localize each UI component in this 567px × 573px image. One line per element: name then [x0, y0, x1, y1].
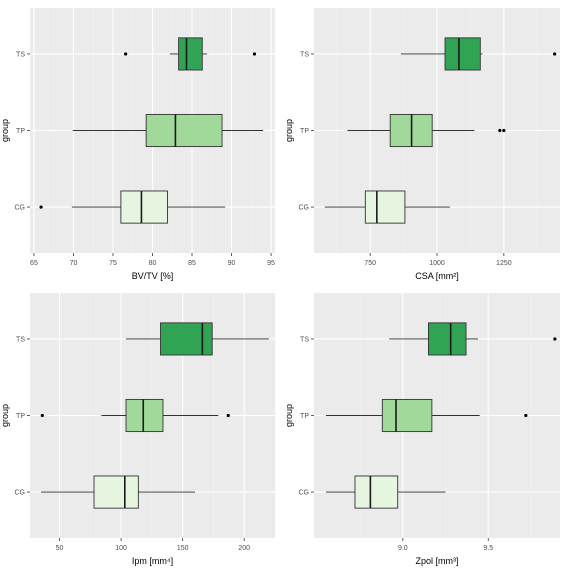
box-tp [72, 113, 264, 148]
box-iqr [120, 190, 168, 224]
x-tick-label: 9.5 [483, 545, 493, 552]
y-tick-label: CG [299, 205, 310, 212]
chart-panel-1: CG TP TS 65 70 75 80 85 90 95 BV/TV [%] group [0, 8, 275, 281]
outlier-point [39, 205, 43, 209]
box-iqr [428, 322, 467, 356]
box-cg [325, 475, 446, 509]
y-tick-label: CG [15, 490, 26, 497]
x-tick-label: 1000 [429, 260, 445, 267]
box-tp [347, 113, 506, 148]
y-tick-label: TS [300, 51, 309, 58]
box-iqr [178, 37, 203, 71]
x-tick-label: 100 [115, 545, 127, 552]
outlier-point [553, 337, 557, 341]
box-iqr [364, 190, 406, 224]
y-tick-label: TP [300, 128, 309, 135]
y-axis-title: group [284, 119, 294, 142]
box-iqr [145, 113, 223, 148]
y-axis-title: group [0, 119, 10, 142]
x-tick-label: 9.0 [398, 545, 408, 552]
y-tick-label: TP [16, 128, 25, 135]
box-iqr [125, 398, 164, 433]
box-iqr [160, 322, 213, 356]
box-iqr [354, 475, 399, 509]
x-tick-label: 150 [177, 545, 189, 552]
outlier-point [553, 52, 557, 56]
box-ts [400, 37, 557, 71]
chart-panel-3: CG TP TS 50 100 150 200 Ipm [mm⁴] group [0, 293, 276, 566]
x-axis-title: Zpol [mm³] [415, 556, 458, 566]
box-tp [40, 398, 230, 433]
x-tick-label: 85 [188, 260, 196, 267]
x-tick-label: 70 [70, 260, 78, 267]
outlier-point [502, 128, 506, 133]
x-tick-label: 90 [228, 260, 236, 267]
box-cg [39, 190, 226, 224]
x-tick-label: 1250 [496, 260, 512, 267]
outlier-point [252, 52, 257, 56]
box-ts [389, 322, 557, 356]
box-cg [324, 190, 450, 224]
chart-panel-2: CG TP TS 750 1000 1250 CSA [mm²] group [284, 8, 560, 281]
x-tick-label: 95 [267, 260, 275, 267]
x-tick-label: 750 [364, 260, 376, 267]
outlier-point [524, 413, 528, 418]
outlier-point [40, 413, 44, 418]
x-axis-title: CSA [mm²] [415, 271, 459, 281]
y-tick-label: TP [16, 413, 25, 420]
y-tick-label: TP [300, 413, 309, 420]
box-iqr [444, 37, 481, 71]
box-tp [325, 398, 528, 433]
box-iqr [93, 475, 139, 509]
y-tick-label: TS [300, 336, 309, 343]
outlier-point [498, 128, 502, 133]
x-tick-label: 75 [109, 260, 117, 267]
x-tick-label: 200 [238, 545, 250, 552]
y-tick-label: TS [16, 336, 25, 343]
y-axis-title: group [284, 404, 294, 427]
outlier-point [124, 52, 128, 56]
y-tick-label: TS [16, 51, 25, 58]
x-tick-label: 65 [30, 260, 38, 267]
box-ts [126, 322, 269, 356]
x-axis-title: BV/TV [%] [132, 271, 174, 281]
box-cg [41, 475, 195, 509]
y-axis-title: group [0, 404, 10, 427]
y-tick-label: CG [15, 205, 26, 212]
outlier-point [226, 413, 230, 418]
y-tick-label: CG [299, 490, 310, 497]
chart-panel-4: CG TP TS 9.0 9.5 Zpol [mm³] group [284, 293, 560, 566]
x-tick-label: 50 [56, 545, 64, 552]
x-tick-label: 80 [149, 260, 157, 267]
box-ts [124, 37, 257, 71]
x-axis-title: Ipm [mm⁴] [132, 556, 173, 566]
box-iqr [381, 398, 433, 433]
